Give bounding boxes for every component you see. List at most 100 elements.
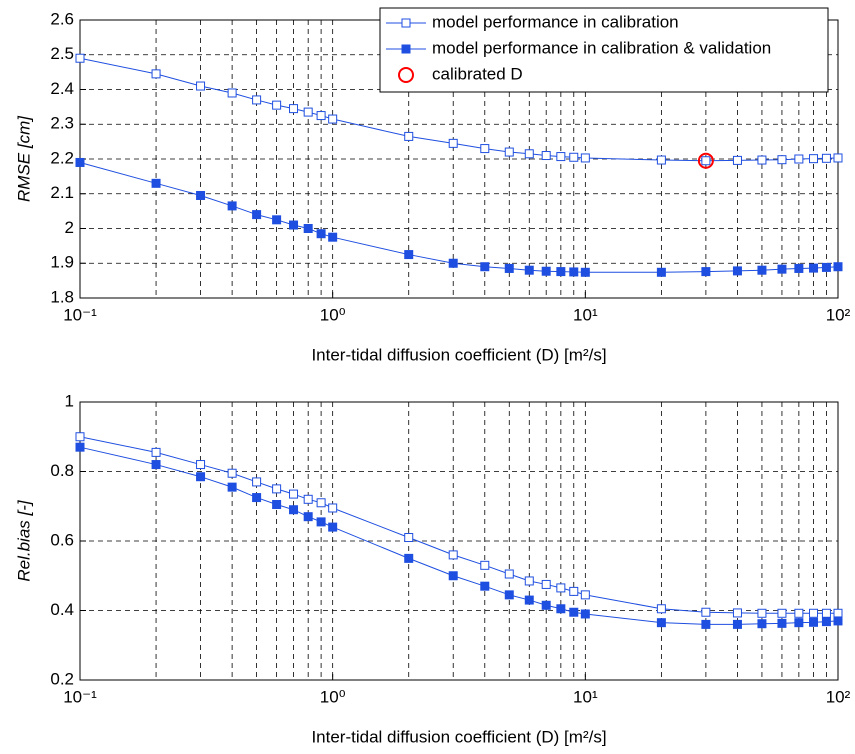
marker: [480, 581, 490, 591]
marker: [252, 95, 262, 105]
marker: [556, 604, 566, 614]
series-line: [79, 436, 838, 614]
marker: [556, 267, 566, 277]
marker: [794, 608, 804, 618]
y-tick-label: 2.1: [50, 183, 74, 202]
y-tick-label: 0.8: [50, 461, 74, 480]
marker: [289, 220, 299, 230]
legend-box: [379, 7, 829, 93]
marker: [480, 144, 490, 154]
marker: [316, 498, 326, 508]
marker: [404, 533, 414, 543]
marker: [580, 153, 590, 163]
marker: [656, 267, 666, 277]
marker: [821, 262, 831, 272]
legend-marker: [401, 44, 411, 54]
x-axis-label: Inter-tidal diffusion coefficient (D) [m…: [311, 345, 606, 364]
marker: [227, 201, 237, 211]
x-tick-label: 10¹: [573, 305, 598, 324]
marker: [504, 569, 514, 579]
marker: [227, 88, 237, 98]
marker: [289, 104, 299, 114]
marker: [821, 617, 831, 627]
marker: [151, 460, 161, 470]
y-axis-label: Rel.bias [-]: [14, 499, 33, 582]
marker: [524, 149, 534, 159]
marker: [480, 262, 490, 272]
y-tick-label: 2.2: [50, 148, 74, 167]
marker: [328, 114, 338, 124]
axes-frame: [79, 401, 839, 681]
highlight-marker: [697, 152, 714, 169]
marker: [252, 477, 262, 487]
marker: [196, 460, 206, 470]
y-tick-label: 0.6: [50, 530, 74, 549]
y-tick-label: 0.2: [50, 669, 74, 688]
marker: [777, 264, 787, 274]
marker: [732, 266, 742, 276]
marker: [794, 154, 804, 164]
legend-label: model performance in calibration & valid…: [432, 38, 771, 57]
marker: [541, 579, 551, 589]
marker: [227, 482, 237, 492]
marker: [809, 154, 819, 164]
marker: [809, 617, 819, 627]
x-tick-label: 10⁰: [320, 687, 346, 706]
marker: [303, 512, 313, 522]
y-tick-label: 1.9: [50, 253, 74, 272]
marker: [701, 156, 711, 166]
marker: [524, 265, 534, 275]
marker: [196, 472, 206, 482]
marker: [556, 152, 566, 162]
y-tick-label: 2.5: [50, 44, 74, 63]
marker: [75, 442, 85, 452]
marker: [252, 493, 262, 503]
series-line: [79, 57, 839, 162]
marker: [569, 267, 579, 277]
marker: [732, 155, 742, 165]
marker: [316, 111, 326, 121]
x-tick-label: 10²: [826, 687, 851, 706]
marker: [541, 600, 551, 610]
marker: [757, 265, 767, 275]
marker: [580, 267, 590, 277]
x-tick-label: 10¹: [573, 687, 598, 706]
marker: [316, 229, 326, 239]
y-tick-label: 2.3: [50, 114, 74, 133]
marker: [833, 262, 843, 272]
series-line: [79, 446, 839, 625]
marker: [833, 153, 843, 163]
marker: [75, 432, 85, 442]
marker: [404, 250, 414, 260]
marker: [701, 267, 711, 277]
marker: [777, 155, 787, 165]
marker: [580, 609, 590, 619]
marker: [328, 232, 338, 242]
marker: [252, 210, 262, 220]
marker: [448, 550, 458, 560]
marker: [404, 553, 414, 563]
marker: [196, 190, 206, 200]
marker: [569, 607, 579, 617]
marker: [656, 155, 666, 165]
marker: [701, 619, 711, 629]
marker: [328, 503, 338, 513]
marker: [303, 224, 313, 233]
marker: [151, 178, 161, 188]
marker: [303, 494, 313, 504]
y-tick-label: 2: [65, 218, 74, 237]
marker: [289, 505, 299, 515]
marker: [701, 607, 711, 617]
x-tick-label: 10⁻¹: [63, 687, 97, 706]
marker: [569, 586, 579, 596]
marker: [732, 608, 742, 618]
x-tick-label: 10⁻¹: [63, 305, 97, 324]
marker: [757, 608, 767, 618]
marker: [541, 151, 551, 161]
marker: [833, 608, 843, 618]
marker: [580, 590, 590, 600]
marker: [448, 571, 458, 581]
x-tick-label: 10⁰: [320, 305, 346, 324]
marker: [556, 583, 566, 593]
marker: [151, 69, 161, 79]
